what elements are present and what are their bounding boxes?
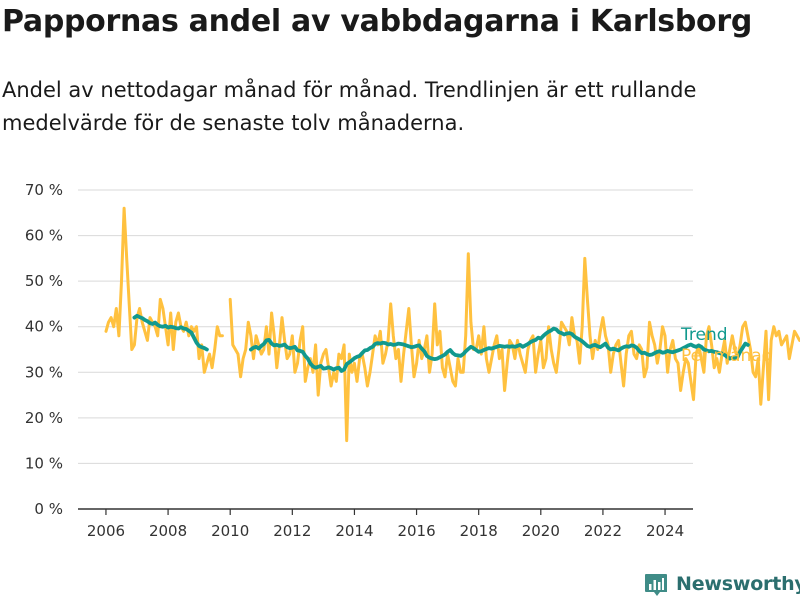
x-tick-label: 2012 bbox=[273, 522, 311, 540]
x-tick-label: 2024 bbox=[646, 522, 684, 540]
chart-subtitle: Andel av nettodagar månad för månad. Tre… bbox=[2, 78, 697, 135]
legend-label-per-manad: Per månad bbox=[681, 345, 772, 366]
x-tick-label: 2020 bbox=[522, 522, 560, 540]
x-tick-label: 2008 bbox=[149, 522, 187, 540]
y-tick-label: 60 % bbox=[25, 227, 63, 245]
y-axis-tick-labels: 0 % 10 % 20 % 30 % 40 % 50 % 60 % 70 % bbox=[25, 181, 63, 518]
x-tick-label: 2010 bbox=[211, 522, 249, 540]
x-tick-label: 2006 bbox=[87, 522, 125, 540]
page-title: Pappornas andel av vabbdagarna i Karlsbo… bbox=[2, 4, 753, 39]
series-line-per-manad bbox=[104, 206, 800, 443]
legend-label-trend: Trend bbox=[680, 325, 728, 345]
newsworthy-logo-icon bbox=[645, 574, 667, 596]
series-layer bbox=[104, 206, 800, 443]
y-tick-label: 0 % bbox=[34, 500, 63, 518]
brand-name: Newsworthy bbox=[676, 573, 800, 595]
y-tick-label: 70 % bbox=[25, 181, 63, 199]
x-axis: 2006 2008 2010 2012 2014 2016 2018 2020 2022 2024 bbox=[78, 508, 693, 540]
series-line-trend bbox=[132, 313, 750, 373]
y-tick-label: 10 % bbox=[25, 454, 63, 472]
brand-footer: Newsworthy bbox=[644, 569, 800, 599]
y-tick-label: 50 % bbox=[25, 272, 63, 290]
x-tick-label: 2022 bbox=[584, 522, 622, 540]
y-tick-label: 40 % bbox=[25, 318, 63, 336]
y-tick-label: 30 % bbox=[25, 363, 63, 381]
x-tick-label: 2014 bbox=[335, 522, 373, 540]
y-tick-label: 20 % bbox=[25, 409, 63, 427]
x-tick-label: 2016 bbox=[397, 522, 435, 540]
x-tick-label: 2018 bbox=[460, 522, 498, 540]
